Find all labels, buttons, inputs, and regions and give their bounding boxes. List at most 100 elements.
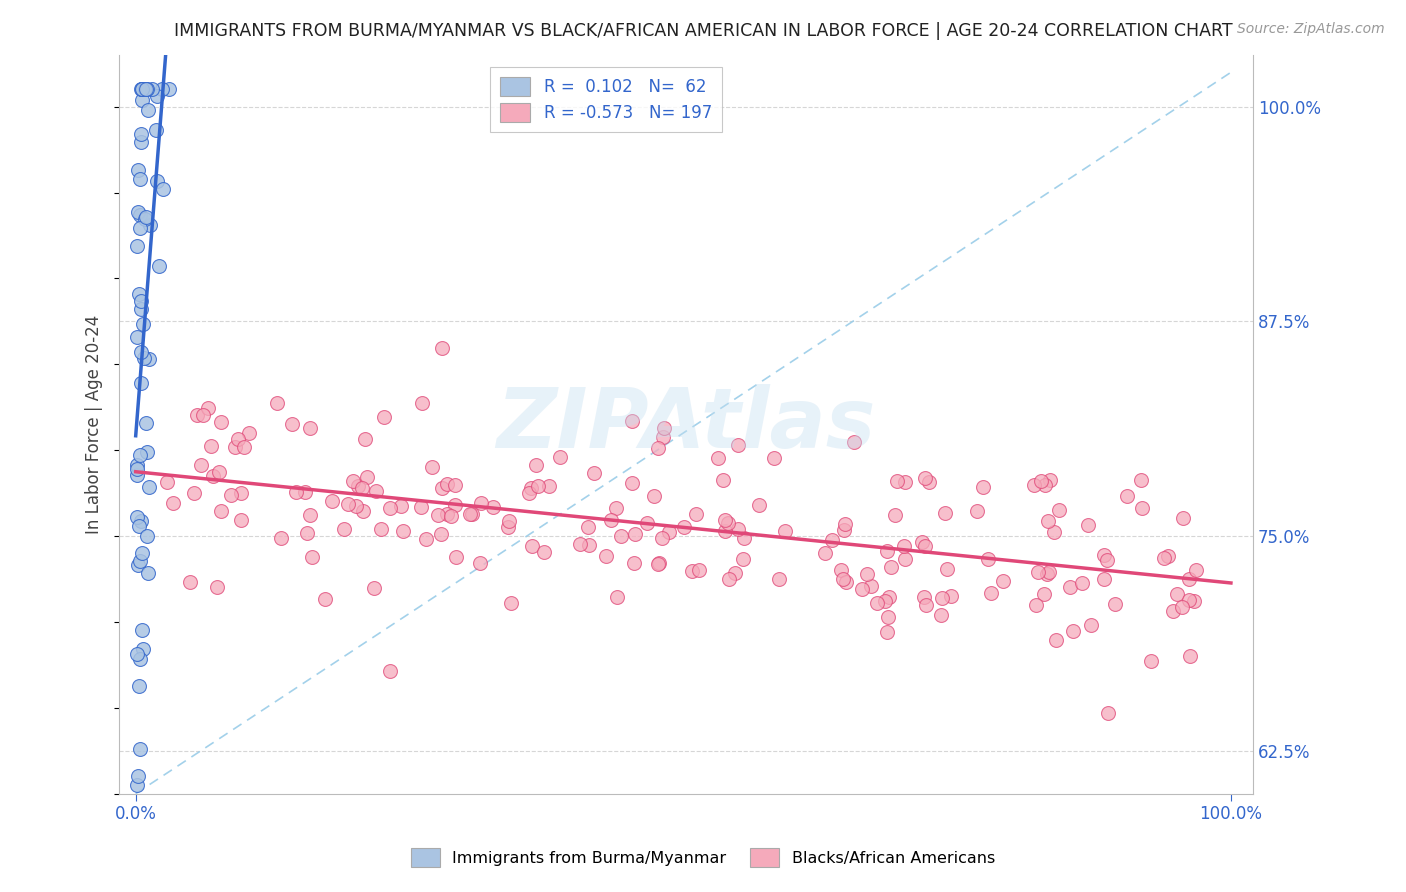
Point — [420, 459, 443, 474]
Point — [129, 82, 152, 96]
Point — [370, 522, 392, 536]
Point — [1185, 563, 1208, 577]
Point — [128, 287, 150, 301]
Point — [131, 82, 153, 96]
Point — [621, 476, 644, 491]
Point — [1042, 524, 1064, 539]
Point — [135, 82, 157, 96]
Point — [911, 535, 934, 549]
Point — [880, 559, 903, 574]
Text: Source: ZipAtlas.com: Source: ZipAtlas.com — [1237, 22, 1385, 37]
Point — [352, 503, 374, 517]
Point — [356, 470, 378, 484]
Point — [266, 395, 288, 409]
Point — [444, 498, 467, 512]
Point — [430, 482, 453, 496]
Point — [202, 468, 225, 483]
Point — [131, 82, 153, 96]
Point — [209, 503, 232, 517]
Point — [498, 514, 520, 528]
Point — [821, 533, 844, 547]
Point — [851, 582, 873, 596]
Point — [131, 546, 153, 560]
Point — [912, 590, 935, 604]
Point — [1080, 617, 1102, 632]
Point — [624, 527, 647, 541]
Point — [138, 480, 160, 494]
Point — [651, 430, 673, 444]
Point — [859, 578, 882, 592]
Point — [1097, 706, 1119, 720]
Point — [654, 421, 676, 435]
Point — [280, 417, 302, 432]
Point — [1178, 592, 1201, 607]
Point — [941, 589, 963, 603]
Point — [132, 641, 155, 656]
Point — [648, 556, 671, 570]
Point — [432, 341, 454, 355]
Point — [468, 556, 491, 570]
Point — [129, 127, 152, 141]
Point — [814, 546, 837, 560]
Point — [520, 481, 543, 495]
Point — [135, 211, 157, 225]
Point — [1024, 478, 1046, 492]
Point — [1104, 597, 1126, 611]
Point — [1092, 548, 1115, 562]
Point — [1029, 475, 1052, 489]
Point — [606, 591, 628, 605]
Point — [1097, 552, 1119, 566]
Point — [270, 531, 292, 545]
Point — [298, 508, 321, 523]
Point — [991, 574, 1014, 588]
Point — [197, 401, 219, 416]
Point — [1071, 576, 1094, 591]
Point — [568, 537, 591, 551]
Point — [125, 239, 148, 253]
Point — [762, 450, 785, 465]
Point — [314, 592, 336, 607]
Point — [229, 513, 252, 527]
Point — [893, 539, 915, 553]
Point — [139, 219, 162, 233]
Point — [582, 467, 605, 481]
Point — [623, 556, 645, 570]
Point — [238, 425, 260, 440]
Point — [135, 529, 157, 543]
Point — [295, 525, 318, 540]
Point — [128, 221, 150, 235]
Point — [731, 552, 754, 566]
Point — [576, 520, 599, 534]
Point — [136, 445, 159, 459]
Point — [333, 522, 356, 536]
Point — [128, 554, 150, 568]
Point — [127, 163, 149, 178]
Point — [190, 458, 212, 473]
Point — [444, 477, 467, 491]
Point — [378, 664, 401, 678]
Point — [352, 481, 374, 495]
Point — [347, 479, 370, 493]
Point — [1153, 551, 1175, 566]
Point — [125, 330, 148, 344]
Point — [337, 497, 360, 511]
Point — [830, 562, 852, 576]
Point — [533, 545, 555, 559]
Point — [1130, 501, 1153, 516]
Text: ZIPAtlas: ZIPAtlas — [496, 384, 876, 465]
Point — [301, 549, 323, 564]
Point — [595, 549, 617, 563]
Point — [873, 594, 896, 608]
Point — [643, 489, 665, 503]
Point — [605, 500, 627, 515]
Point — [157, 82, 180, 96]
Point — [1166, 586, 1188, 600]
Legend: Immigrants from Burma/Myanmar, Blacks/African Americans: Immigrants from Burma/Myanmar, Blacks/Af… — [405, 842, 1001, 873]
Point — [148, 259, 170, 273]
Point — [208, 465, 231, 479]
Point — [768, 572, 790, 586]
Point — [129, 652, 152, 666]
Point — [444, 550, 467, 565]
Point — [135, 82, 157, 96]
Point — [205, 580, 228, 594]
